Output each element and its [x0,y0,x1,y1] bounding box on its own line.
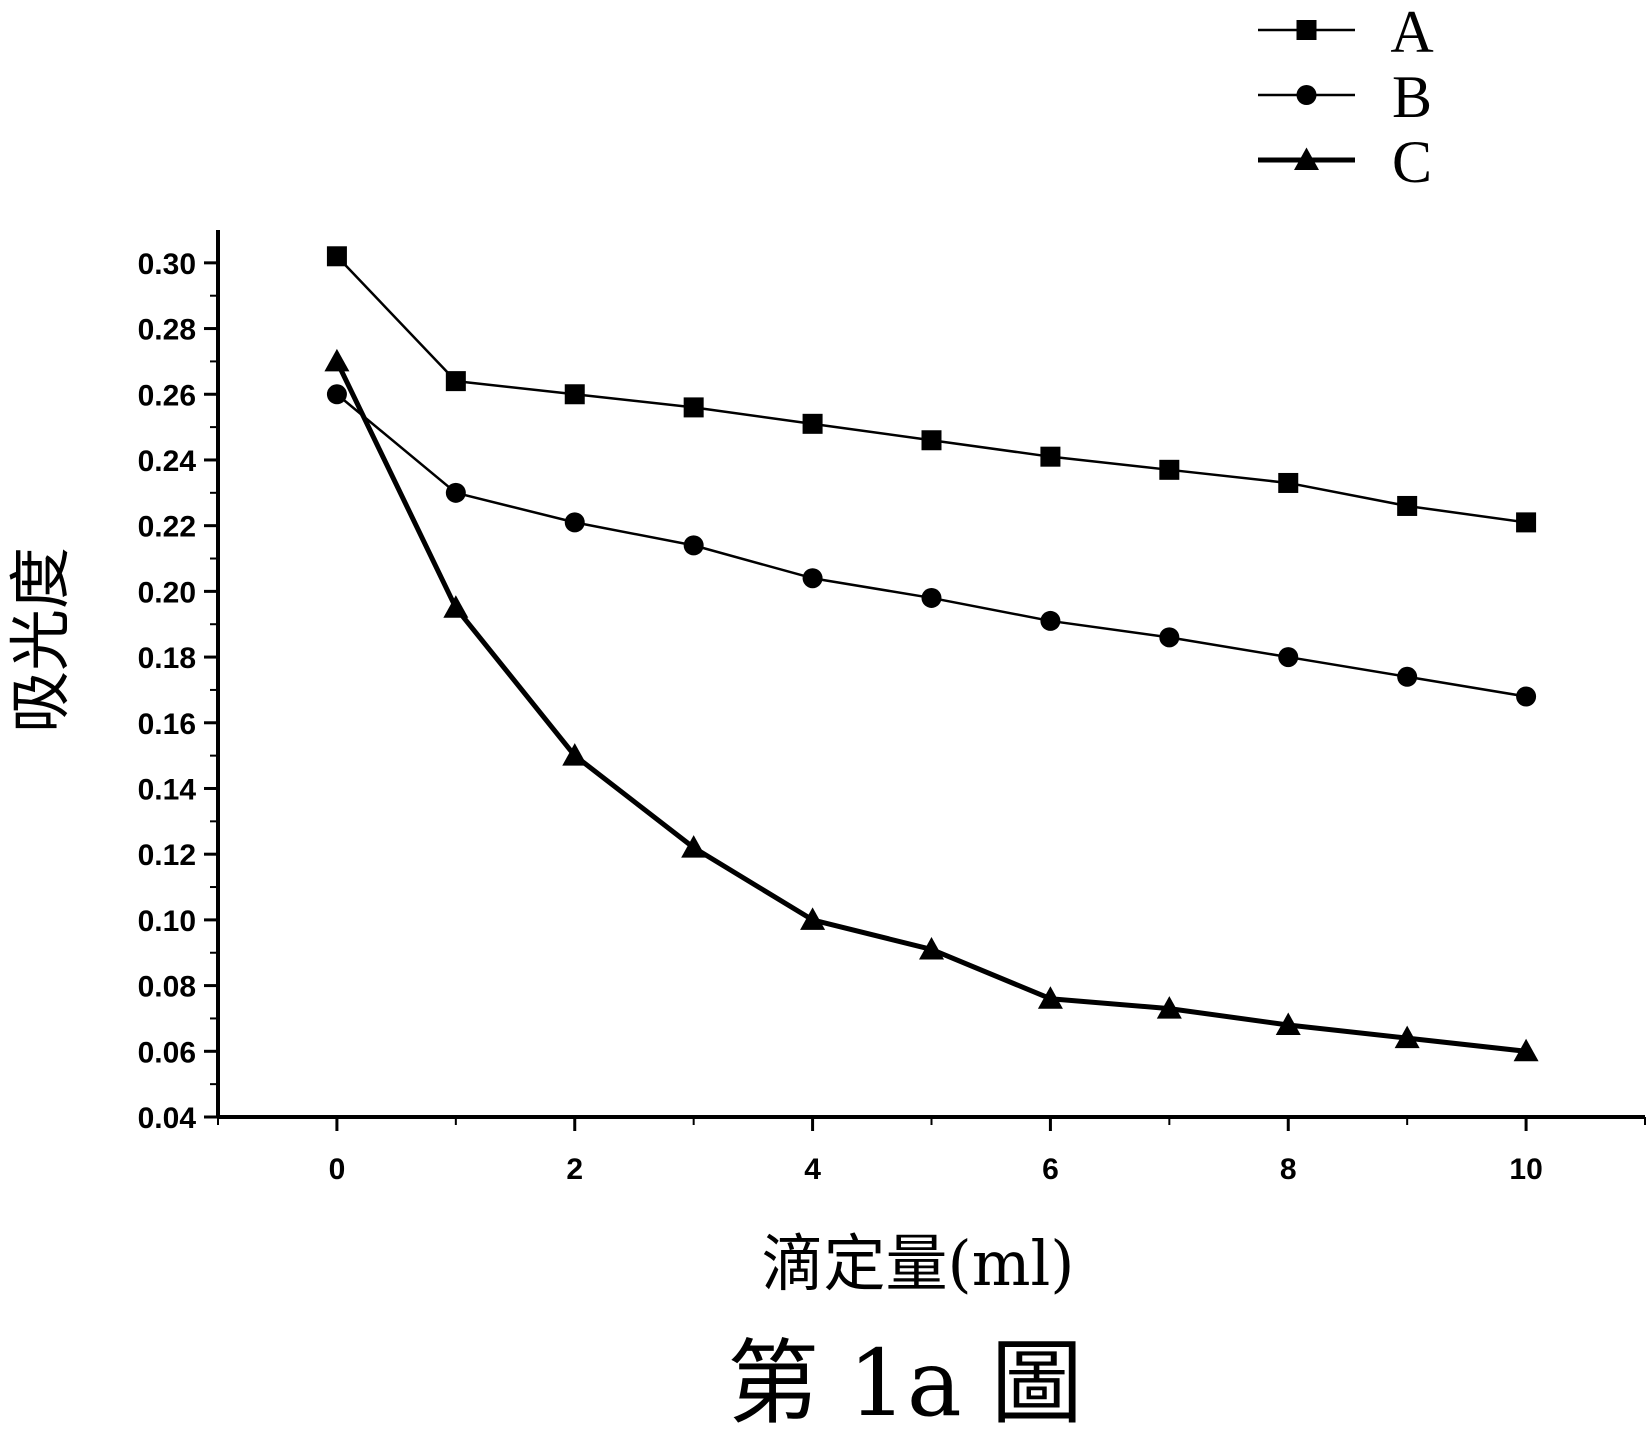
y-tick-label: 0.20 [138,576,196,609]
y-tick-label: 0.04 [138,1102,197,1135]
series-b [326,384,1537,707]
series-b-point [1159,627,1180,648]
x-tick-label: 2 [566,1153,583,1186]
series-c-point [324,348,350,372]
y-tick-label: 0.18 [138,642,196,675]
y-tick-label: 0.08 [138,971,196,1004]
legend-item-a: A [1258,0,1434,65]
y-tick-label: 0.10 [138,905,196,938]
legend-label: B [1392,64,1432,130]
x-tick-label: 4 [804,1153,821,1186]
series-a-point [445,371,466,392]
y-tick-label: 0.16 [138,708,196,741]
series-c-point [443,595,469,618]
series-b-point [564,512,585,533]
y-axis-title: 吸光度 [4,547,77,733]
series-a-point [1040,446,1061,467]
series-c-point [800,907,826,930]
series-c-point [1037,986,1063,1009]
y-tick-label: 0.22 [138,511,196,544]
series-b-point [683,535,704,556]
y-tick-label: 0.06 [138,1036,196,1069]
legend-item-b: B [1258,64,1432,130]
figure-caption: 第 1a 圖 [727,1330,1083,1429]
series-a-point [326,246,347,267]
series-a-point [1278,472,1299,493]
legend-label: C [1392,129,1432,195]
legend-marker [1296,20,1317,40]
series-c-point [1156,996,1182,1019]
series-c-point [681,835,707,858]
series-c-point [919,936,944,960]
series-b-point [1516,686,1537,707]
series-a [326,246,1537,533]
y-tick-label: 0.12 [138,839,196,872]
series-b-point [445,482,466,503]
series-b-point [1278,647,1299,668]
x-tick-label: 10 [1509,1153,1542,1186]
series-b-point [921,587,942,608]
series-b-point [326,384,347,405]
series-b-point [802,568,823,589]
series-a-point [1397,495,1418,516]
series-a-point [683,397,704,418]
series-c-point [1513,1038,1539,1062]
series-a-point [564,384,585,405]
x-tick-label: 6 [1042,1153,1059,1186]
legend-item-c: C [1258,129,1432,195]
legend-marker [1294,147,1319,170]
series-b-point [1040,610,1061,631]
chart-legend: ABC [1258,0,1434,195]
y-tick-label: 0.14 [138,773,197,806]
series-a-point [1516,512,1537,533]
chart-axes: 0.04 0.06 0.08 0.10 0.12 0.14 0.16 0.18 0.20 0.22… [138,230,1646,1186]
legend-marker [1296,85,1317,105]
legend-label: A [1390,0,1433,65]
x-tick-label: 0 [329,1153,346,1186]
y-tick-label: 0.24 [138,445,197,478]
y-tick-label: 0.28 [138,314,196,347]
series-a-line [336,255,1527,524]
series-c-point [1275,1012,1301,1036]
series-c-point [1394,1025,1420,1049]
series-b-point [1397,666,1418,687]
x-axis-title: 滴定量(ml) [762,1227,1075,1300]
chart-series [324,246,1539,1062]
series-a-point [802,413,823,434]
y-tick-label: 0.30 [138,248,196,281]
series-a-point [1159,459,1180,480]
series-a-point [921,430,942,451]
series-c-point [562,743,588,766]
series-c [324,348,1539,1062]
y-tick-label: 0.26 [138,379,196,412]
x-tick-label: 8 [1280,1153,1297,1186]
